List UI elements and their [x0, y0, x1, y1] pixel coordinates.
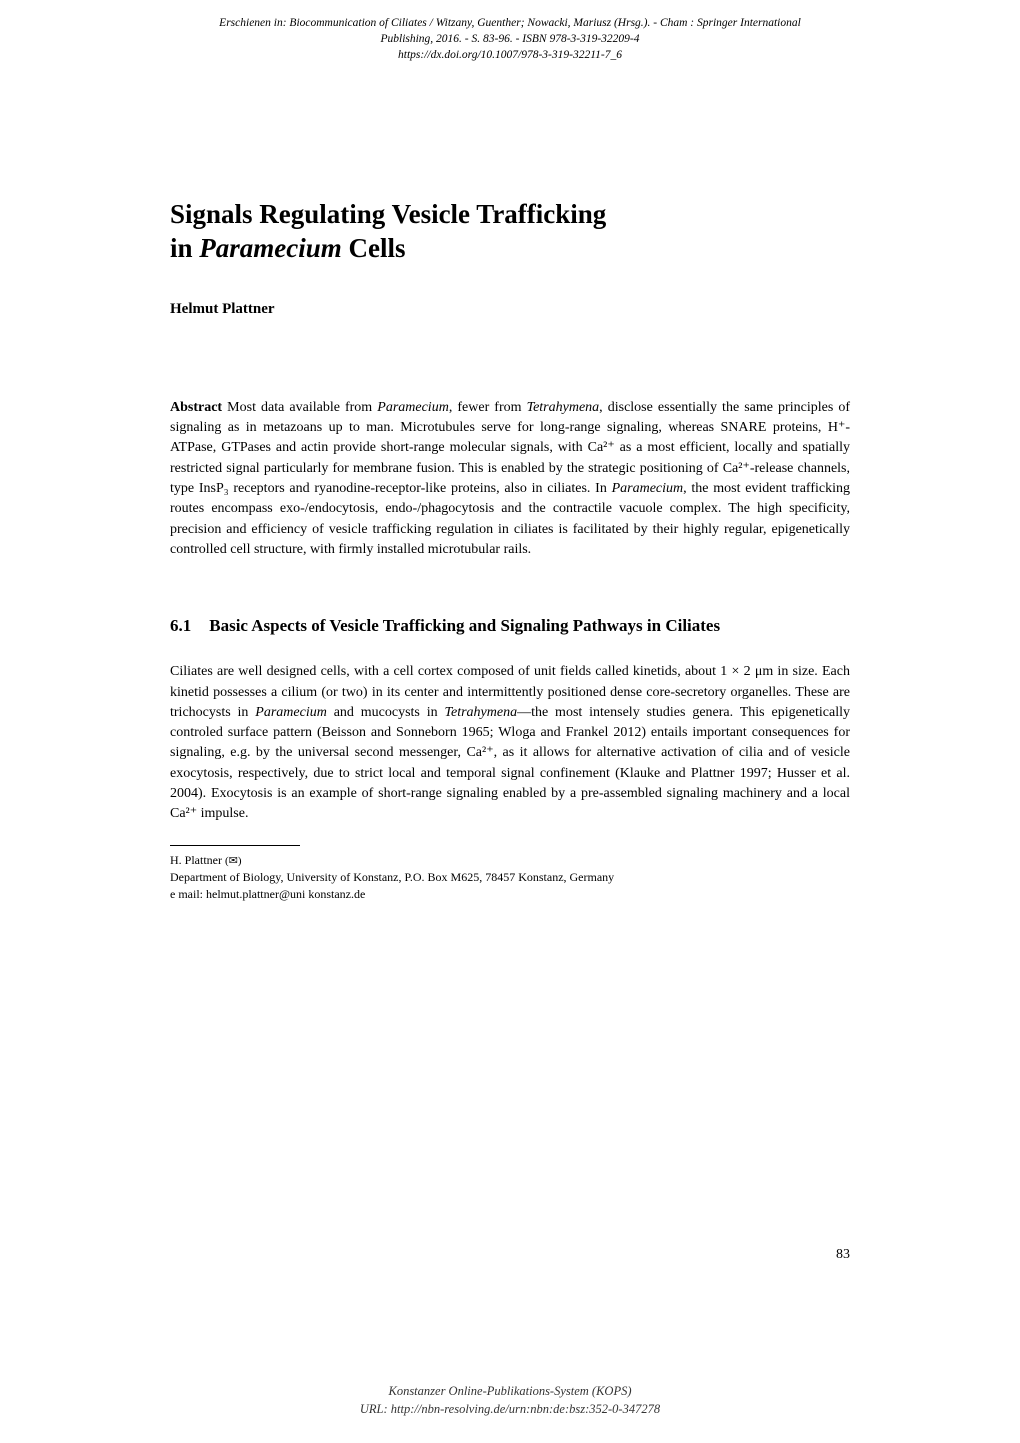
kops-line-1: Konstanzer Online-Publikations-System (K…	[388, 1384, 631, 1398]
section-title: Basic Aspects of Vesicle Trafficking and…	[209, 615, 769, 637]
section-heading: 6.1 Basic Aspects of Vesicle Trafficking …	[170, 615, 850, 637]
footnote-separator	[170, 845, 300, 846]
header-citation: Erschienen in: Biocommunication of Cilia…	[0, 0, 1020, 68]
title-line-2-suffix: Cells	[342, 233, 406, 263]
footnote-author: H. Plattner	[170, 853, 222, 867]
body-paragraph-1: Ciliates are well designed cells, with a…	[170, 662, 850, 824]
footnote-email: e mail: helmut.plattner@uni konstanz.de	[170, 887, 365, 901]
footer-kops: Konstanzer Online-Publikations-System (K…	[0, 1383, 1020, 1418]
main-content: Signals Regulating Vesicle Trafficking i…	[0, 68, 1020, 902]
abstract-text: Most data available from Paramecium, few…	[170, 400, 850, 557]
footnote-block: H. Plattner (✉) Department of Biology, U…	[170, 852, 850, 903]
citation-line-1: Erschienen in: Biocommunication of Cilia…	[219, 17, 801, 29]
title-line-2-prefix: in	[170, 233, 199, 263]
kops-line-2: URL: http://nbn-resolving.de/urn:nbn:de:…	[360, 1402, 660, 1416]
section-number: 6.1	[170, 615, 191, 637]
chapter-title: Signals Regulating Vesicle Trafficking i…	[170, 198, 850, 266]
author-name: Helmut Plattner	[170, 301, 850, 318]
citation-line-2: Publishing, 2016. - S. 83-96. - ISBN 978…	[380, 33, 639, 45]
abstract-label: Abstract	[170, 400, 222, 415]
envelope-icon: (✉)	[225, 854, 242, 869]
citation-line-3: https://dx.doi.org/10.1007/978-3-319-322…	[398, 49, 622, 61]
abstract-block: Abstract Most data available from Parame…	[170, 398, 850, 560]
footnote-affiliation: Department of Biology, University of Kon…	[170, 870, 614, 884]
title-italic-word: Paramecium	[199, 233, 342, 263]
title-line-1: Signals Regulating Vesicle Trafficking	[170, 199, 606, 229]
page-number: 83	[836, 1247, 850, 1263]
